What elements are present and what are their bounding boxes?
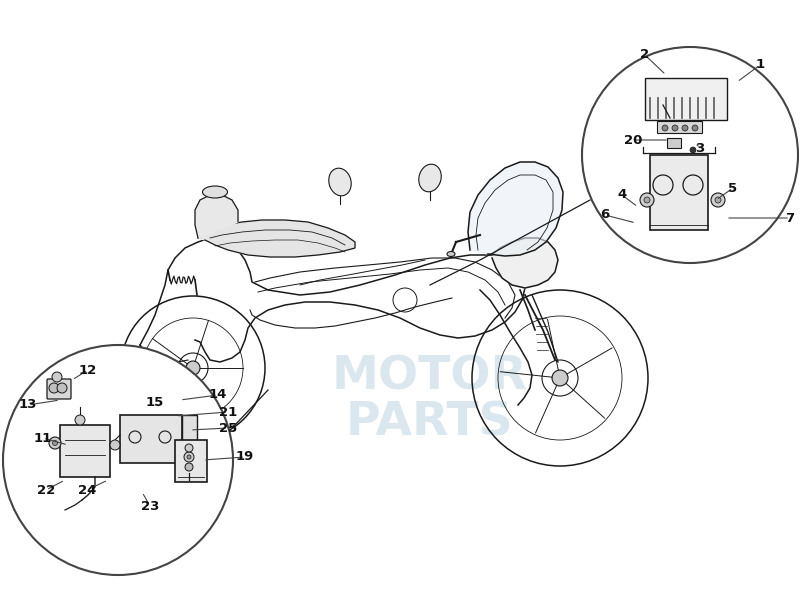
Circle shape	[3, 345, 233, 575]
FancyBboxPatch shape	[182, 415, 197, 463]
Circle shape	[662, 125, 668, 131]
FancyBboxPatch shape	[657, 121, 702, 133]
Text: 14: 14	[209, 389, 227, 401]
Text: 24: 24	[78, 484, 96, 497]
FancyBboxPatch shape	[667, 138, 681, 148]
Text: 25: 25	[219, 421, 237, 434]
Text: 5: 5	[729, 181, 738, 194]
Ellipse shape	[418, 164, 442, 192]
Text: 3: 3	[695, 142, 705, 154]
FancyBboxPatch shape	[650, 155, 708, 230]
Circle shape	[187, 455, 191, 459]
Circle shape	[582, 47, 798, 263]
Text: 4: 4	[618, 188, 626, 202]
Circle shape	[672, 125, 678, 131]
Text: 22: 22	[37, 484, 55, 497]
Polygon shape	[492, 238, 558, 288]
Circle shape	[110, 440, 120, 450]
Text: 19: 19	[236, 451, 254, 463]
FancyBboxPatch shape	[175, 440, 207, 482]
Ellipse shape	[329, 168, 351, 196]
Circle shape	[186, 361, 200, 375]
Text: 13: 13	[19, 398, 37, 412]
Circle shape	[715, 197, 721, 203]
Circle shape	[53, 440, 58, 445]
Circle shape	[185, 463, 193, 471]
Circle shape	[682, 125, 688, 131]
FancyBboxPatch shape	[645, 78, 727, 120]
Circle shape	[49, 437, 61, 449]
Circle shape	[644, 197, 650, 203]
Polygon shape	[468, 162, 563, 256]
Text: 15: 15	[146, 395, 164, 409]
FancyBboxPatch shape	[120, 415, 182, 463]
Text: MOTOR
PARTS: MOTOR PARTS	[332, 354, 528, 446]
Text: 2: 2	[641, 49, 650, 61]
Circle shape	[552, 370, 568, 386]
Polygon shape	[195, 195, 238, 238]
Circle shape	[185, 444, 193, 452]
Text: 6: 6	[600, 208, 610, 221]
Text: 7: 7	[786, 211, 794, 224]
Circle shape	[692, 125, 698, 131]
Circle shape	[49, 383, 59, 393]
FancyBboxPatch shape	[47, 379, 71, 399]
Text: 23: 23	[141, 499, 159, 512]
Text: 1: 1	[755, 58, 765, 71]
Circle shape	[184, 452, 194, 462]
FancyBboxPatch shape	[60, 425, 110, 477]
Text: 12: 12	[79, 364, 97, 377]
Text: 21: 21	[219, 406, 237, 419]
Ellipse shape	[447, 251, 455, 257]
Circle shape	[711, 193, 725, 207]
Circle shape	[57, 383, 67, 393]
Ellipse shape	[202, 186, 227, 198]
Polygon shape	[198, 220, 355, 257]
Circle shape	[75, 415, 85, 425]
Circle shape	[690, 147, 696, 153]
Text: 11: 11	[34, 431, 52, 445]
Circle shape	[52, 372, 62, 382]
Circle shape	[640, 193, 654, 207]
Text: 20: 20	[624, 133, 642, 146]
